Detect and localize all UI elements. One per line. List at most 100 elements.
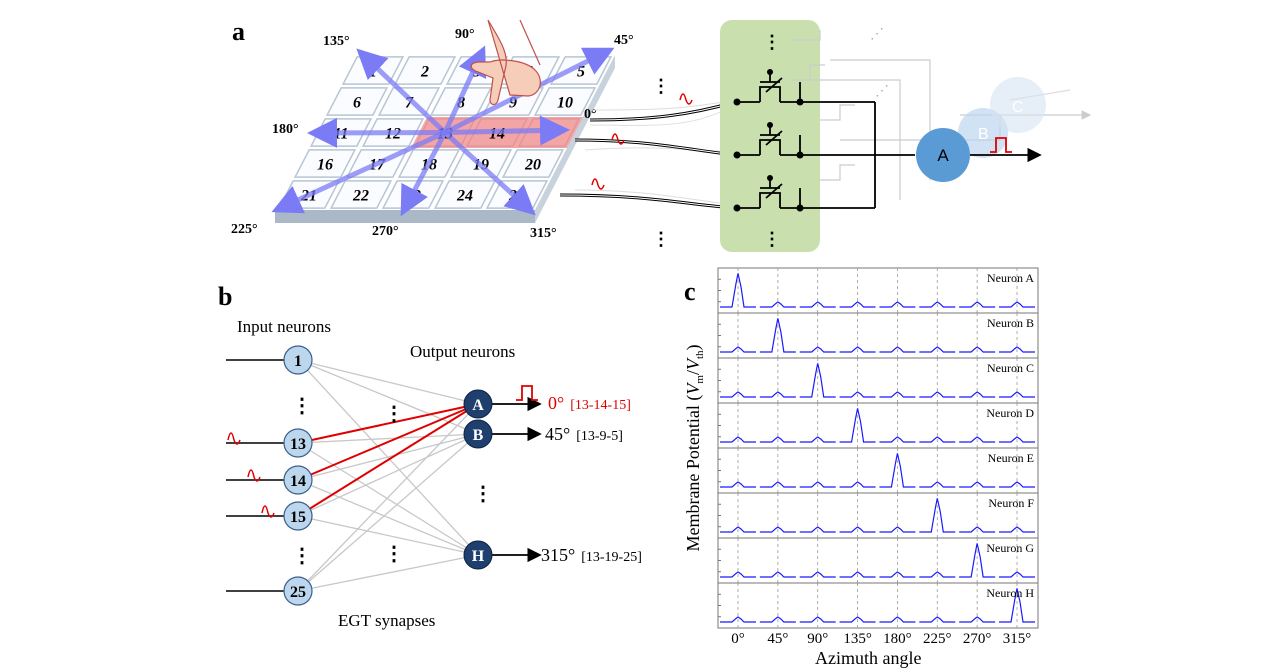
- trace-peak: [879, 526, 916, 533]
- junction-dot: [796, 98, 804, 106]
- x-tick-label: 135°: [843, 631, 872, 647]
- angle-270: 270°: [372, 224, 399, 239]
- trace-peak: [839, 481, 876, 488]
- output-direction-label: 45° [13-9-5]: [545, 424, 623, 444]
- output-neuron-label: A: [472, 397, 484, 414]
- touch-grid: 1234567891011121314151617181920212223242…: [275, 55, 615, 223]
- direction-arrow: [443, 130, 536, 216]
- trace-peak: [959, 526, 996, 533]
- ellipsis-dots: ⋮: [292, 395, 312, 417]
- trace-peak: [799, 436, 836, 443]
- output-neuron: [463, 540, 493, 570]
- trace-peak: [919, 616, 956, 623]
- trace-peak: [759, 391, 796, 398]
- svg-text:⋰: ⋰: [875, 84, 889, 99]
- tile-number: 16: [317, 157, 333, 174]
- tile-number: 22: [352, 188, 369, 205]
- trace-peak: [839, 571, 876, 578]
- direction-arrow: [444, 115, 570, 146]
- grid-tile[interactable]: [533, 87, 597, 116]
- trace-peak: [999, 481, 1035, 488]
- spike-icons: [591, 93, 693, 190]
- trace-peak: [919, 436, 956, 443]
- x-tick-label: 90°: [807, 631, 828, 647]
- output-neuron-label: B: [473, 427, 484, 444]
- grid-tile[interactable]: [433, 180, 497, 209]
- svg-text:⋰: ⋰: [870, 27, 884, 42]
- trace-peak: [879, 571, 916, 578]
- synapse-array-box: [720, 20, 820, 252]
- neuron-c-label: C: [1012, 99, 1024, 116]
- trace-peak: [959, 436, 996, 443]
- trace-peak: [720, 391, 756, 398]
- active-synapse: [297, 403, 479, 517]
- egt-circuit: [733, 69, 876, 212]
- trace-peak: [839, 526, 876, 533]
- x-tick-label: 270°: [963, 631, 992, 647]
- input-neuron: [283, 465, 313, 495]
- trace-peak: [959, 543, 996, 578]
- direction-arrow: [307, 117, 446, 148]
- junction-dot: [733, 204, 741, 212]
- trace-peak: [959, 481, 996, 488]
- direction-arrow: [271, 130, 447, 214]
- trace-peak: [919, 346, 956, 353]
- grid-tile[interactable]: [501, 149, 565, 178]
- grid-tile[interactable]: [393, 56, 457, 85]
- trace-peak: [959, 301, 996, 308]
- output-neuron: [463, 389, 493, 419]
- trace-peak: [839, 346, 876, 353]
- trace-peak: [919, 481, 956, 488]
- x-tick-label: 315°: [1003, 631, 1032, 647]
- trace-peak: [759, 436, 796, 443]
- gate-dot: [767, 175, 773, 181]
- grid-front-edge: [275, 210, 535, 223]
- input-neuron: [283, 345, 313, 375]
- series-label: Neuron E: [988, 451, 1034, 465]
- trace-peak: [999, 301, 1035, 308]
- ellipsis-dots: ⋮: [763, 32, 781, 52]
- input-neuron-label: 25: [290, 584, 306, 601]
- trace-peak: [999, 571, 1035, 578]
- trace-peak: [839, 301, 876, 308]
- trace-peak: [799, 526, 836, 533]
- trace-peak: [839, 408, 876, 443]
- direction-arrows: [271, 45, 615, 217]
- trace-peak: [879, 346, 916, 353]
- output-neuron: [463, 419, 493, 449]
- trace-peak: [839, 391, 876, 398]
- trace-peak: [759, 616, 796, 623]
- wires: [559, 99, 736, 210]
- trace-peak: [999, 346, 1035, 353]
- angle-225: 225°: [231, 222, 258, 237]
- angle-45: 45°: [614, 33, 634, 48]
- neuron-b-label: B: [978, 126, 989, 143]
- input-neuron: [283, 428, 313, 458]
- trace-peak: [959, 616, 996, 623]
- tile-number: 10: [557, 95, 573, 112]
- trace-peak: [759, 526, 796, 533]
- trace-peak: [919, 571, 956, 578]
- synapse: [297, 403, 479, 592]
- series-label: Neuron C: [987, 361, 1034, 375]
- grid-tile[interactable]: [329, 180, 393, 209]
- neuron-a-label: A: [937, 146, 949, 165]
- trace-peak: [759, 571, 796, 578]
- grid-tile[interactable]: [293, 149, 357, 178]
- output-direction-label: 315° [13-19-25]: [541, 545, 642, 565]
- input-neuron-label: 13: [290, 436, 306, 453]
- trace-peak: [879, 391, 916, 398]
- input-axons: [226, 359, 285, 592]
- synapse: [297, 554, 479, 592]
- input-neurons-title: Input neurons: [237, 317, 331, 336]
- trace-peak: [720, 481, 756, 488]
- synapse: [297, 359, 479, 405]
- trace-peak: [879, 436, 916, 443]
- membrane-potential-chart: Neuron A Neuron B Neuron C Neuron D Neuron E…: [717, 267, 1039, 647]
- trace-peak: [799, 363, 836, 398]
- grid-tile[interactable]: [325, 87, 389, 116]
- panel-b-label: b: [218, 282, 232, 311]
- tile-number: 9: [509, 95, 517, 112]
- synapse: [297, 433, 479, 481]
- output-neurons-title: Output neurons: [410, 342, 515, 361]
